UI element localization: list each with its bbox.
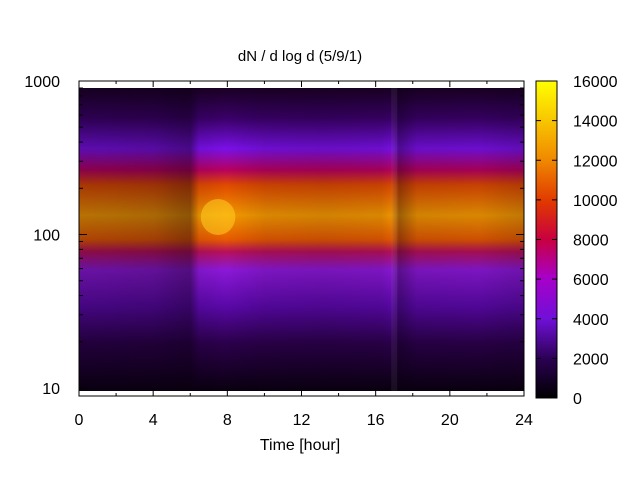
heatmap-streaks — [200, 88, 398, 391]
colorbar: 0 2000 4000 6000 8000 10000 12000 14000 16000 — [535, 74, 618, 408]
y-tick-label: 100 — [33, 228, 60, 245]
x-tick-label: 8 — [223, 412, 232, 429]
colorbar-tick-label: 14000 — [573, 114, 618, 131]
heatmap-streak — [391, 88, 398, 391]
colorbar-ticks: 0 2000 4000 6000 8000 10000 12000 14000 16000 — [536, 74, 618, 408]
y-tick-label: 1000 — [24, 74, 60, 91]
colorbar-tick-label: 2000 — [573, 351, 609, 368]
colorbar-tick-label: 6000 — [573, 272, 609, 289]
heatmap-area — [79, 88, 524, 391]
x-tick-label: 20 — [441, 412, 459, 429]
x-tick-label: 16 — [367, 412, 385, 429]
x-axis-label: Time [hour] — [260, 437, 340, 454]
colorbar-tick-label: 12000 — [573, 153, 618, 170]
colorbar-tick-label: 0 — [573, 391, 582, 408]
x-tick-label: 12 — [293, 412, 311, 429]
x-tick-label: 4 — [149, 412, 158, 429]
y-tick-label: 10 — [42, 381, 60, 398]
chart-title: dN / d log d (5/9/1) — [238, 48, 362, 65]
heatmap-field — [79, 88, 524, 391]
heatmap-peak — [200, 199, 236, 236]
colorbar-tick-label: 4000 — [573, 312, 609, 329]
y-axis: 10 100 1000 — [24, 74, 524, 398]
x-tick-label: 0 — [75, 412, 84, 429]
x-axis: 0 4 8 12 16 20 24 — [75, 81, 533, 429]
colorbar-gradient — [536, 81, 557, 398]
colorbar-tick-label: 10000 — [573, 193, 618, 210]
colorbar-tick-label: 16000 — [573, 74, 618, 91]
x-tick-label: 24 — [515, 412, 533, 429]
colorbar-tick-label: 8000 — [573, 233, 609, 250]
